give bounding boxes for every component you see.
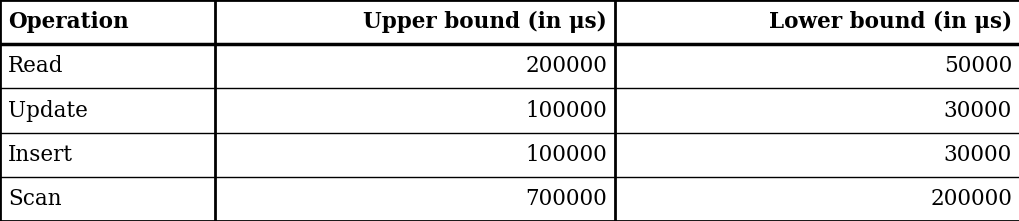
Text: Read: Read xyxy=(8,55,63,77)
Text: 100000: 100000 xyxy=(525,144,606,166)
Text: Upper bound (in μs): Upper bound (in μs) xyxy=(363,11,606,33)
Text: Insert: Insert xyxy=(8,144,73,166)
Text: 200000: 200000 xyxy=(525,55,606,77)
Text: 700000: 700000 xyxy=(525,188,606,210)
Text: 200000: 200000 xyxy=(929,188,1011,210)
Text: 100000: 100000 xyxy=(525,99,606,122)
Text: Scan: Scan xyxy=(8,188,61,210)
Text: Update: Update xyxy=(8,99,88,122)
Text: 50000: 50000 xyxy=(943,55,1011,77)
Text: 30000: 30000 xyxy=(943,99,1011,122)
Text: Operation: Operation xyxy=(8,11,128,33)
Text: 30000: 30000 xyxy=(943,144,1011,166)
Text: Lower bound (in μs): Lower bound (in μs) xyxy=(768,11,1011,33)
